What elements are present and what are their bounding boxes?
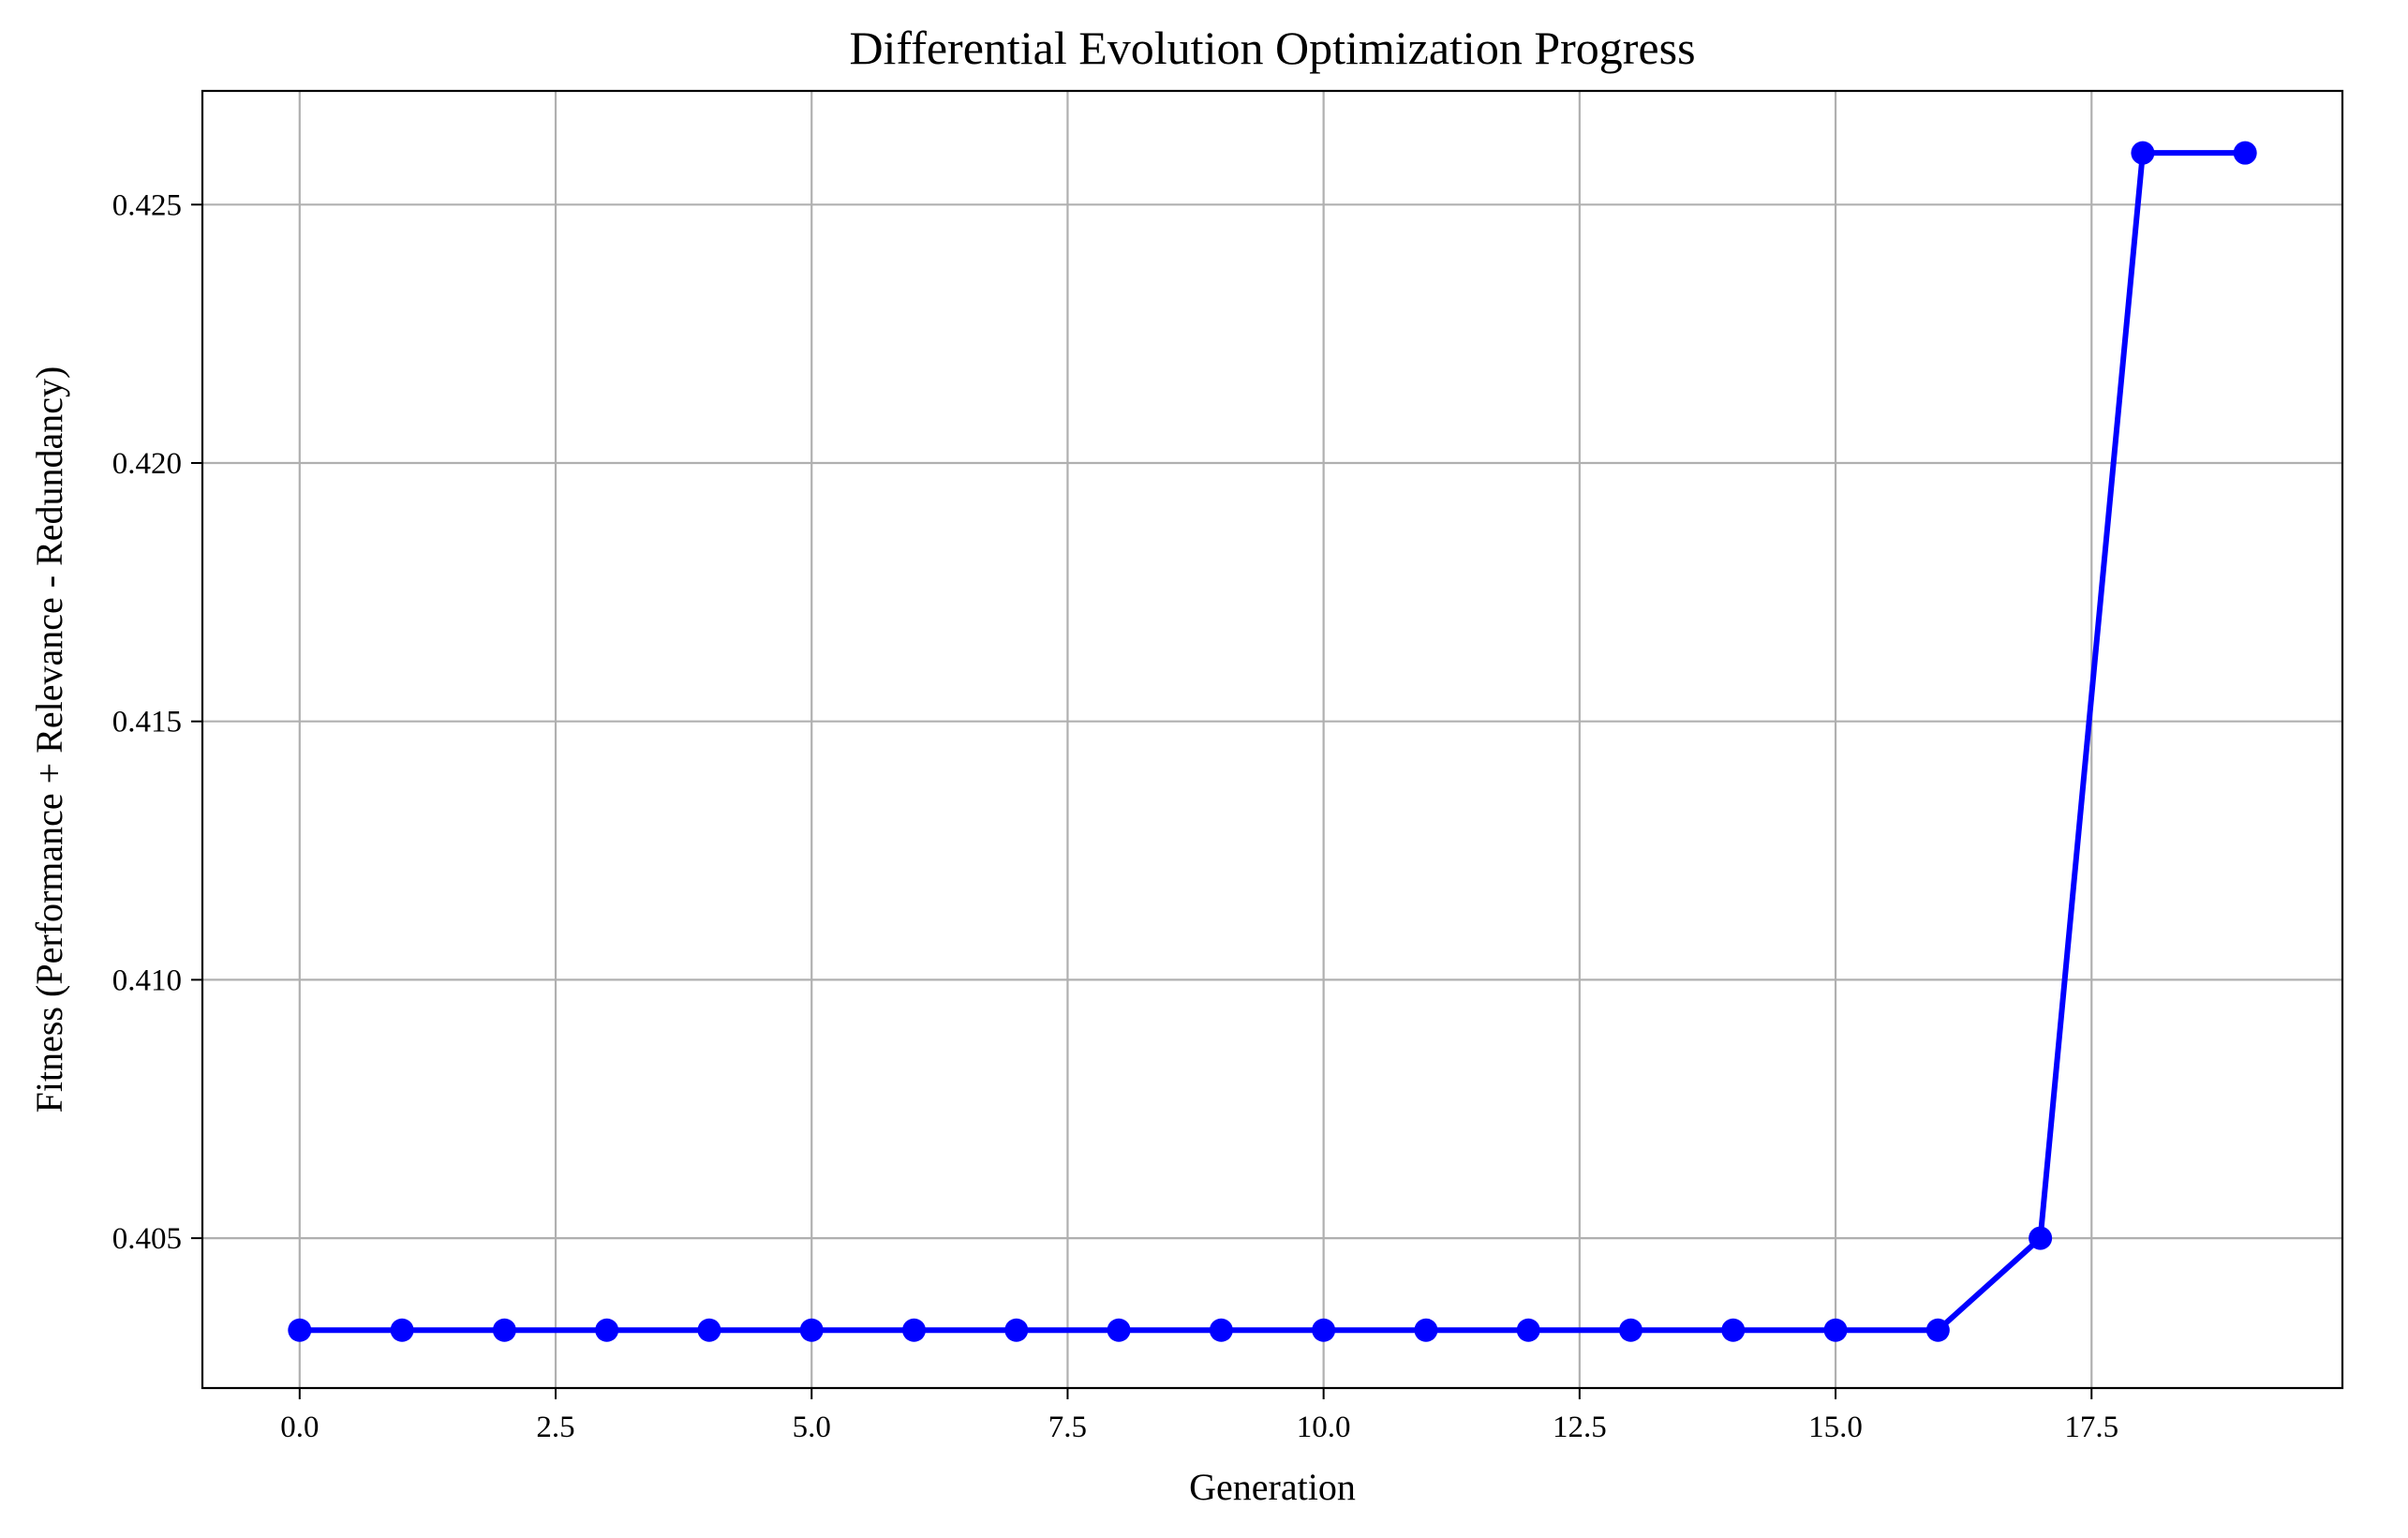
series-line xyxy=(299,150,2246,1334)
x-tick-label: 15.0 xyxy=(1808,1411,1863,1444)
data-point xyxy=(1004,1318,1029,1342)
y-tick-label: 0.415 xyxy=(112,706,182,739)
x-tick-label: 2.5 xyxy=(536,1411,574,1444)
chart-title: Differential Evolution Optimization Prog… xyxy=(849,22,1695,74)
y-tick-label: 0.420 xyxy=(112,447,182,481)
data-point xyxy=(2131,141,2155,165)
data-point xyxy=(1414,1318,1438,1342)
data-point xyxy=(288,1318,312,1342)
data-point xyxy=(1925,1318,1950,1342)
y-tick-label: 0.405 xyxy=(112,1222,182,1256)
x-axis-label: Generation xyxy=(1189,1466,1356,1508)
x-tick-label: 17.5 xyxy=(2064,1411,2118,1444)
data-point xyxy=(492,1318,516,1342)
y-tick-label: 0.425 xyxy=(112,188,182,222)
axis-ticks: 0.0 2.5 5.0 7.5 10.0 12.5 15.0 17.5 0.405 0.410 0.… xyxy=(112,188,2118,1444)
data-point xyxy=(1823,1318,1848,1342)
data-point xyxy=(595,1318,619,1342)
x-tick-label: 0.0 xyxy=(280,1411,319,1444)
data-point xyxy=(902,1318,927,1342)
y-tick-label: 0.410 xyxy=(112,963,182,997)
data-point xyxy=(1516,1318,1540,1342)
data-point xyxy=(1312,1318,1336,1342)
x-tick-label: 5.0 xyxy=(793,1411,831,1444)
data-point xyxy=(1618,1318,1642,1342)
data-point xyxy=(2029,1226,2053,1250)
plot-frame xyxy=(201,89,2344,1390)
data-point xyxy=(799,1318,824,1342)
data-point xyxy=(1107,1318,1131,1342)
data-point xyxy=(697,1318,721,1342)
data-point xyxy=(1721,1318,1746,1342)
data-point xyxy=(1209,1318,1233,1342)
series-layer xyxy=(288,141,2257,1342)
x-tick-label: 12.5 xyxy=(1553,1411,1607,1444)
grid-lines xyxy=(202,91,2342,1388)
x-tick-label: 10.0 xyxy=(1297,1411,1351,1444)
y-axis-label: Fitness (Performance + Relevance - Redun… xyxy=(28,366,70,1113)
data-point xyxy=(2233,141,2257,165)
data-point xyxy=(390,1318,414,1342)
x-tick-label: 7.5 xyxy=(1048,1411,1087,1444)
